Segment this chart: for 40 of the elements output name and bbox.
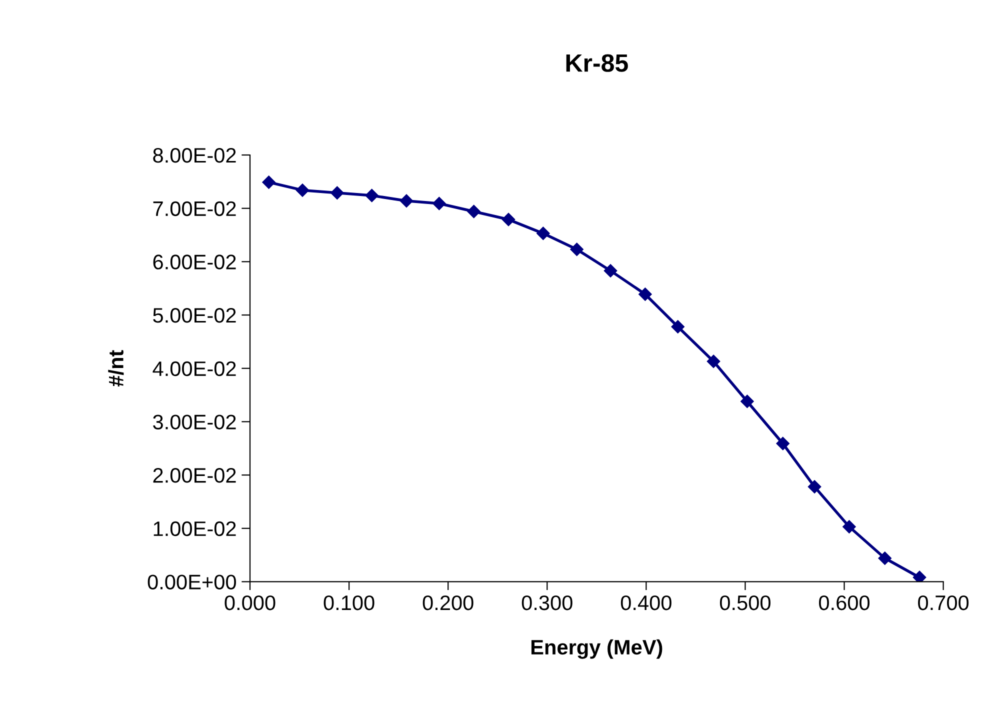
point	[740, 394, 754, 408]
x-tick-label: 0.500	[720, 595, 770, 610]
y-tick-label: 1.00E-02	[154, 521, 236, 536]
x-tick-label: 0.400	[620, 595, 672, 610]
point	[502, 212, 516, 226]
point	[912, 570, 926, 582]
point	[432, 196, 446, 210]
x-tick-label: 0.700	[918, 595, 969, 610]
point	[536, 226, 550, 240]
point	[878, 552, 892, 565]
point	[638, 288, 652, 301]
y-axis-title: #/nt	[108, 350, 124, 387]
point	[400, 194, 414, 208]
point	[467, 204, 480, 218]
point	[365, 188, 378, 202]
x-tick-label: 0.000	[224, 595, 276, 610]
y-tick-label: 5.00E-02	[153, 308, 236, 323]
point	[570, 242, 584, 256]
y-tick-label: 6.00E-02	[153, 254, 236, 270]
x-tick-label: 0.200	[422, 595, 474, 610]
x-tick-label: 0.600	[819, 595, 870, 610]
y-tick-label: 2.00E-02	[153, 468, 236, 483]
chart-title: Kr-85	[566, 54, 628, 72]
x-tick-label: 0.100	[324, 595, 374, 610]
y-tick-label: 7.00E-02	[153, 201, 236, 216]
point	[262, 176, 276, 189]
x-axis-title: Energy (MeV)	[531, 639, 662, 659]
point	[330, 186, 344, 200]
point	[808, 480, 822, 494]
y-tick-label: 8.00E-02	[153, 148, 236, 163]
y-tick-label: 4.00E-02	[152, 361, 236, 376]
point	[706, 354, 720, 368]
y-tick-label: 0.00E+00	[148, 574, 236, 590]
point	[776, 436, 790, 450]
point	[671, 320, 684, 334]
point	[842, 520, 856, 534]
point	[296, 184, 310, 197]
point	[604, 264, 618, 278]
y-tick-label: 3.00E-02	[153, 414, 236, 430]
x-tick-label: 0.300	[522, 595, 572, 610]
